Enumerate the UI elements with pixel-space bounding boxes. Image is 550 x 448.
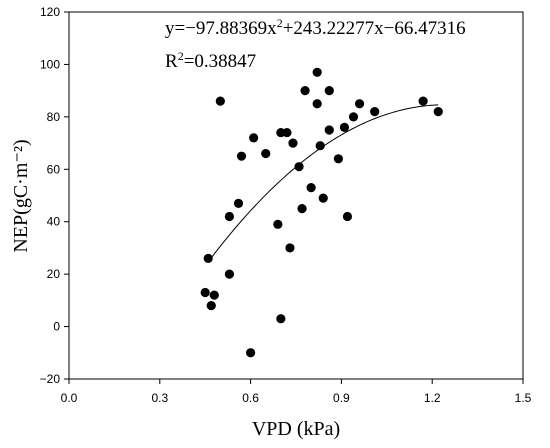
data-point: [315, 141, 325, 151]
data-point: [318, 193, 328, 203]
x-axis-ticks: 0.0 0.3 0.6 0.9 1.2 1.5: [61, 379, 532, 405]
data-points: [200, 67, 443, 358]
data-point: [273, 219, 283, 229]
y-tick-label: 0: [53, 320, 60, 334]
data-point: [249, 133, 259, 143]
equation-exponent: 2: [277, 16, 283, 30]
x-tick-label: 1.2: [424, 391, 441, 405]
data-point: [324, 86, 334, 96]
fit-equation: y=−97.88369x2+243.22277x−66.47316: [165, 16, 466, 39]
x-tick-label: 0.6: [242, 391, 259, 405]
x-tick-label: 1.5: [515, 391, 532, 405]
y-tick-label: 120: [40, 5, 60, 19]
y-tick-label: 20: [47, 267, 61, 281]
data-point: [206, 301, 216, 311]
r-squared-exponent: 2: [178, 49, 184, 63]
equation-tail: +243.22277x−66.47316: [283, 18, 466, 39]
data-point: [354, 99, 365, 109]
data-point: [342, 211, 353, 222]
equation-lead: y=−97.88369x: [165, 18, 277, 39]
data-point: [333, 154, 343, 164]
data-point: [224, 269, 235, 279]
plot-frame: [68, 11, 524, 380]
data-point: [312, 99, 322, 109]
data-point: [282, 127, 292, 138]
x-tick-label: 0.9: [333, 391, 350, 405]
data-point: [246, 348, 256, 358]
data-point: [348, 112, 359, 122]
y-tick-label: 60: [47, 162, 61, 176]
data-point: [300, 86, 310, 96]
y-tick-label: 80: [47, 110, 61, 124]
x-axis-title: VPD (kPa): [252, 418, 340, 440]
x-tick-label: 0.0: [61, 391, 78, 405]
y-axis-title: NEP(gC·m⁻²): [10, 139, 32, 252]
data-point: [433, 107, 443, 117]
data-point: [215, 96, 225, 106]
y-tick-label: 40: [47, 215, 61, 229]
data-point: [203, 253, 213, 264]
y-axis-ticks: −20 0 20 40 60 80 100 120: [40, 5, 69, 386]
data-point: [324, 125, 334, 135]
data-point: [294, 162, 304, 172]
x-tick-label: 0.3: [151, 391, 168, 405]
data-point: [200, 287, 210, 298]
data-point: [418, 96, 428, 106]
data-point: [370, 107, 380, 117]
data-point: [209, 290, 219, 300]
data-point: [339, 122, 350, 132]
data-point: [233, 198, 244, 208]
data-point: [288, 138, 298, 148]
y-tick-label: 100: [40, 57, 60, 71]
data-point: [285, 243, 295, 253]
data-point: [306, 183, 316, 193]
data-point: [297, 204, 307, 214]
data-point: [236, 151, 247, 161]
r-squared: R2=0.38847: [165, 49, 256, 72]
data-point: [276, 314, 286, 324]
r-squared-lead: R: [165, 51, 178, 72]
r-squared-tail: =0.38847: [184, 51, 256, 72]
data-point: [261, 148, 271, 159]
y-tick-label: −20: [40, 372, 61, 386]
data-point: [312, 67, 322, 77]
data-point: [224, 211, 235, 222]
